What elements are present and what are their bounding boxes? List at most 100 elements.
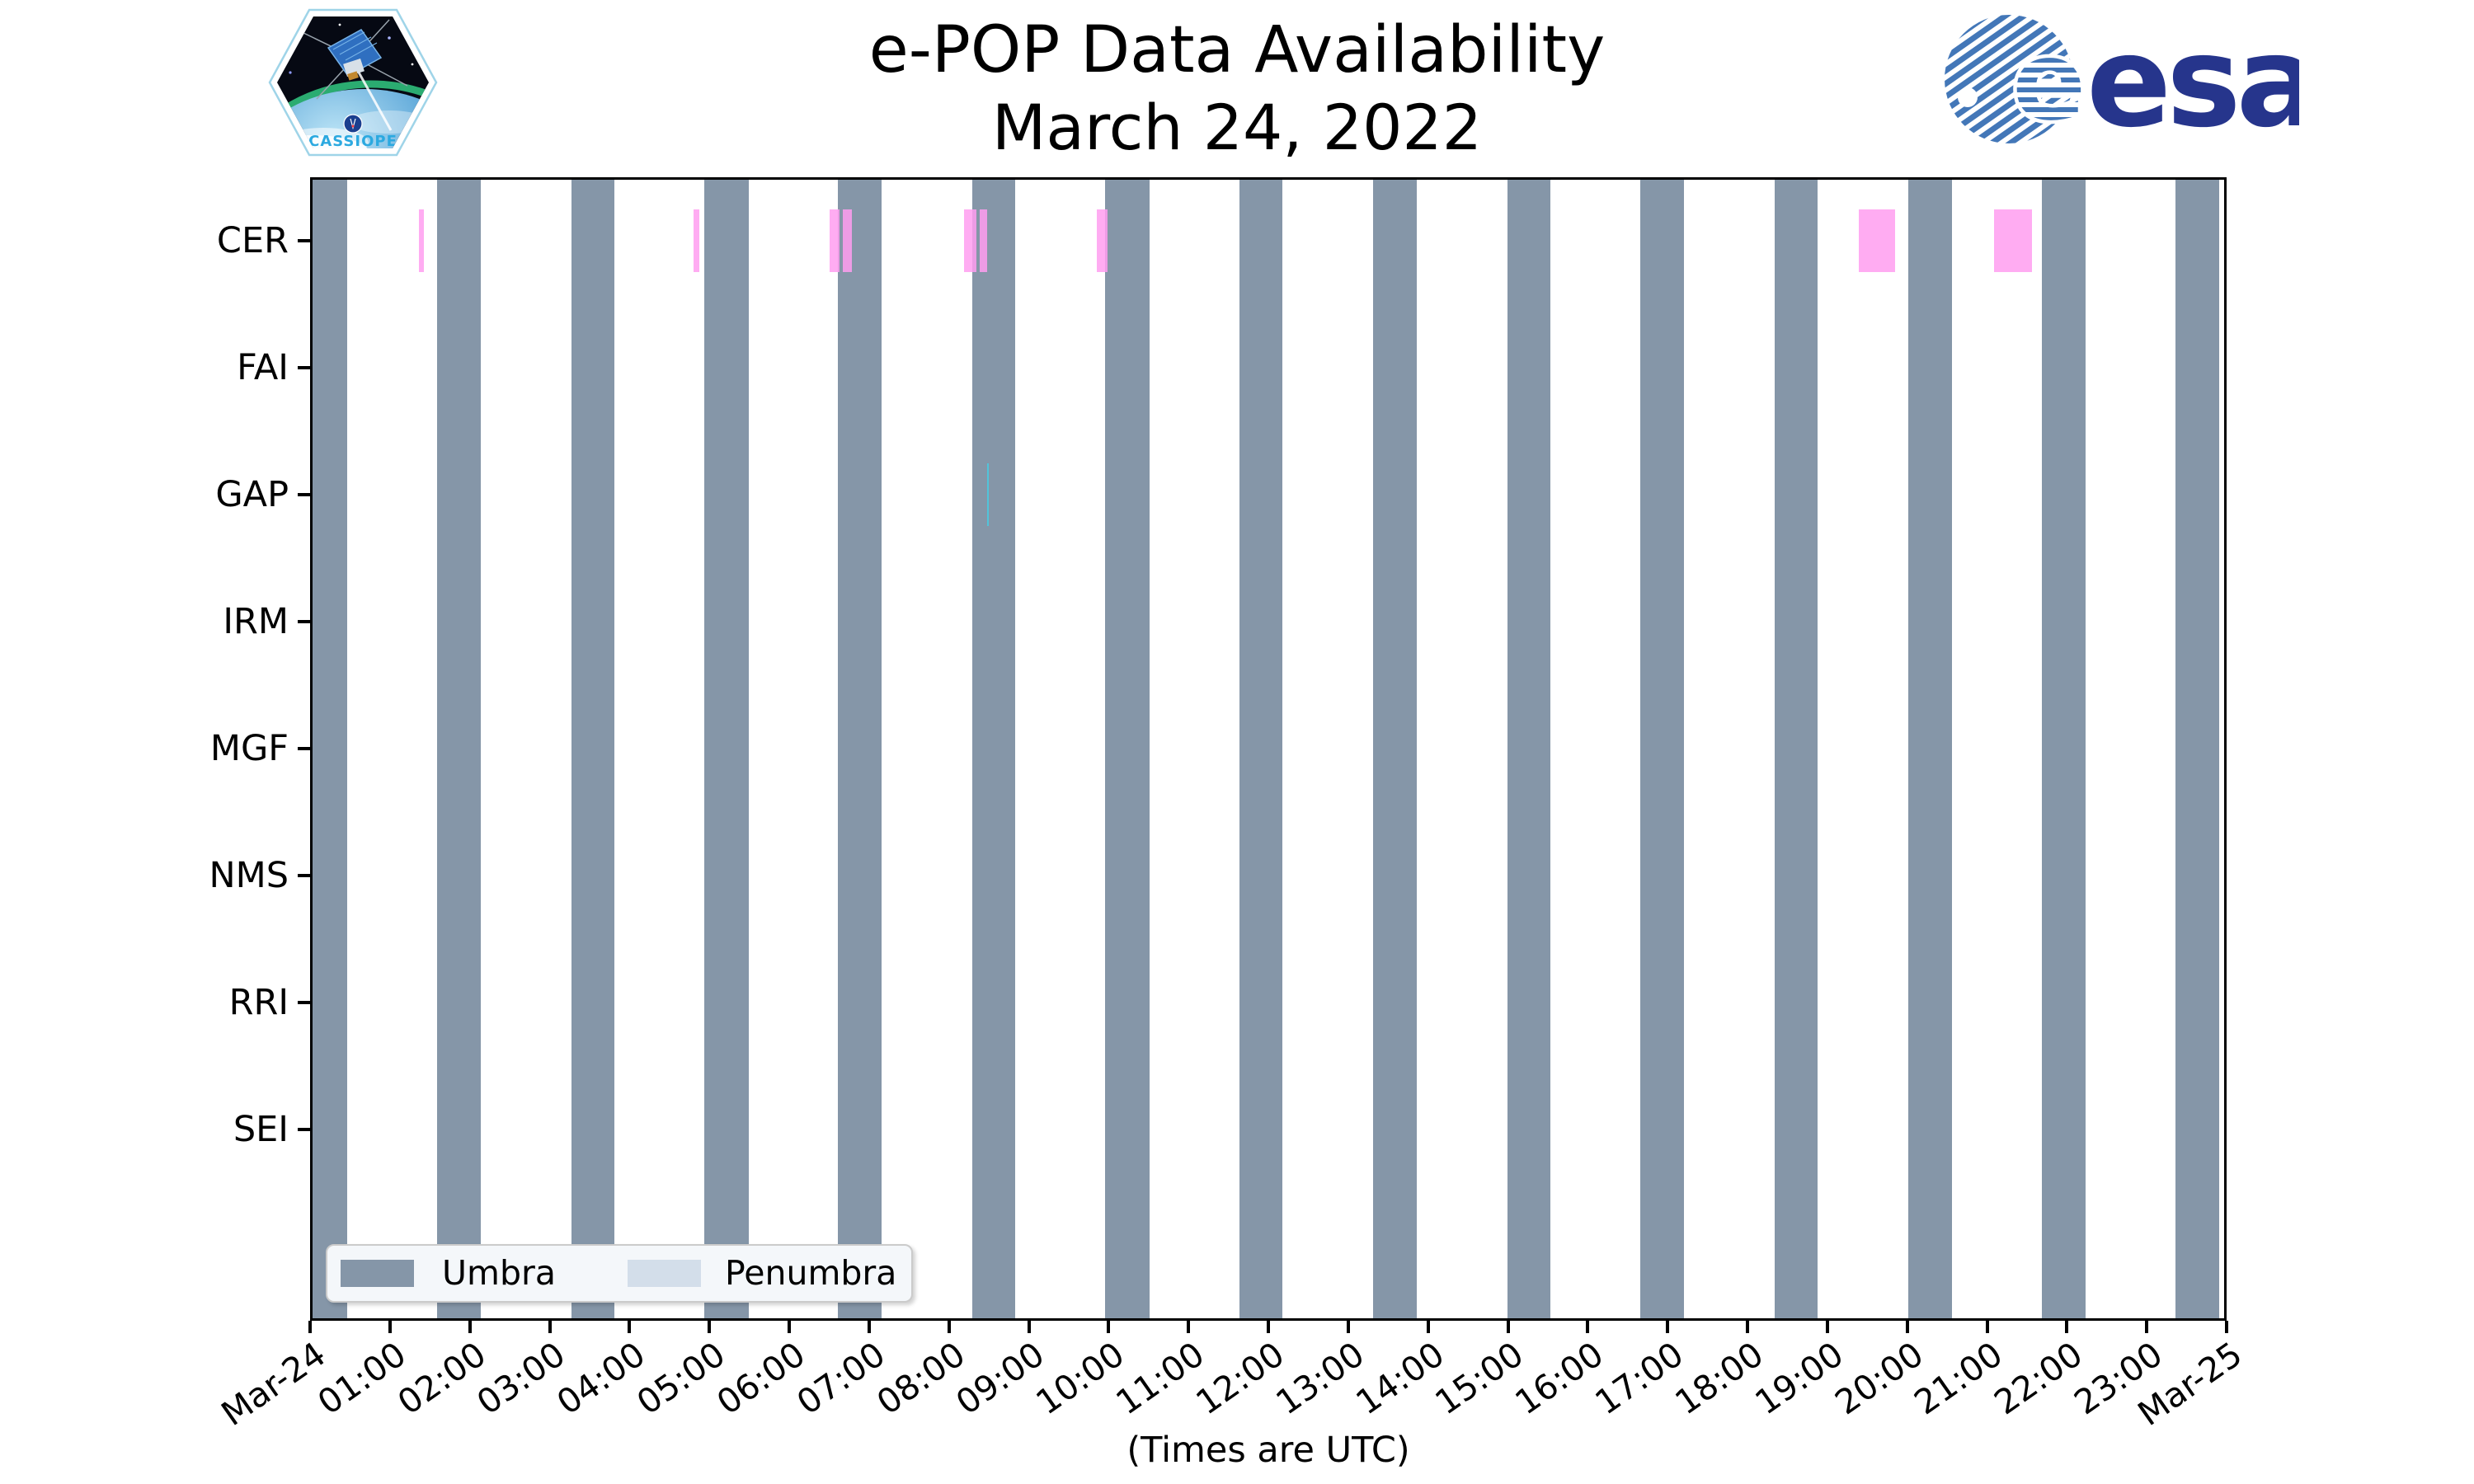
x-tick [548,1321,552,1333]
y-tick [298,366,310,369]
esa-striped-globe [1945,15,2073,143]
umbra-band [1640,177,1685,1321]
x-tick-label: 08:00 [869,1334,972,1423]
umbra-band [1372,177,1418,1321]
umbra-band [2175,177,2220,1321]
x-tick [2065,1321,2069,1333]
x-tick [308,1321,312,1333]
x-tick [867,1321,871,1333]
satellite-illustration [299,19,408,131]
x-tick [468,1321,472,1333]
legend: Umbra Penumbra [326,1244,913,1303]
umbra-legend-swatch [341,1260,414,1287]
instrument-label-mgf: MGF [209,728,289,769]
y-tick [298,239,310,242]
cer-availability-bar [1994,209,2032,272]
esa-e-glyph: e [2012,18,2086,145]
x-tick-label: 17:00 [1587,1334,1691,1423]
umbra-band [1239,177,1283,1321]
umbra-band [571,177,614,1321]
umbra-band [1105,177,1150,1321]
x-tick-label: 02:00 [390,1334,493,1423]
y-tick [298,493,310,496]
esa-logo-text: esa [2086,9,2299,150]
cassiope-badge-label: CASSIOPE [308,133,397,150]
x-tick-label: 10:00 [1028,1334,1132,1423]
x-tick-label: 03:00 [469,1334,573,1423]
x-tick-label: 19:00 [1747,1334,1851,1423]
y-tick [298,1001,310,1004]
y-tick [298,874,310,877]
x-tick [1825,1321,1829,1333]
x-tick [708,1321,712,1333]
x-tick [1666,1321,1670,1333]
x-tick-label: 22:00 [1987,1334,2091,1423]
penumbra-legend-label: Penumbra [725,1253,897,1293]
cer-availability-bar [1096,209,1108,272]
x-tick [1267,1321,1270,1333]
x-tick-label: Mar-24 [214,1334,333,1434]
x-tick-label: 15:00 [1427,1334,1531,1423]
instrument-label-fai: FAI [237,347,289,388]
umbra-band [838,177,882,1321]
x-tick [1905,1321,1909,1333]
instrument-label-nms: NMS [209,855,289,896]
cer-availability-bar [830,209,840,272]
x-tick-label: 11:00 [1108,1334,1211,1423]
chart-title-block: e-POP Data Availability March 24, 2022 [0,12,2474,167]
x-tick [1346,1321,1350,1333]
instrument-label-cer: CER [216,220,289,261]
x-tick [947,1321,951,1333]
x-tick [1586,1321,1590,1333]
y-tick [298,620,310,623]
instrument-label-irm: IRM [223,601,289,642]
cer-availability-bar [693,209,699,272]
x-tick [1107,1321,1111,1333]
penumbra-legend-swatch [628,1260,701,1287]
cer-availability-bar [418,209,425,272]
gap-availability-bar [987,463,990,526]
x-axis-caption: (Times are UTC) [1126,1430,1410,1471]
umbra-band [1774,177,1818,1321]
x-tick-label: 13:00 [1268,1334,1371,1423]
y-tick [298,747,310,750]
x-tick [2145,1321,2149,1333]
x-tick-label: 18:00 [1667,1334,1771,1423]
x-tick [788,1321,791,1333]
x-tick [1506,1321,1510,1333]
instrument-label-gap: GAP [215,474,289,515]
umbra-band [704,177,749,1321]
plot-area [310,177,2227,1321]
x-tick [1985,1321,1989,1333]
x-tick [2225,1321,2228,1333]
x-tick-label: 16:00 [1507,1334,1611,1423]
y-tick [298,1128,310,1131]
cer-availability-bar [1858,209,1896,272]
umbra-band [436,177,482,1321]
x-tick-label: 20:00 [1827,1334,1931,1423]
x-tick [388,1321,392,1333]
x-tick-label: 12:00 [1188,1334,1291,1423]
x-tick [1187,1321,1191,1333]
esa-logo-icon: e esa [1945,9,2299,150]
x-tick-label: 07:00 [789,1334,892,1423]
umbra-band [1907,177,1952,1321]
chart-title: e-POP Data Availability [868,13,1606,87]
cer-availability-bar [842,209,853,272]
cer-availability-bar [980,209,988,272]
x-tick [1426,1321,1430,1333]
x-tick [628,1321,632,1333]
x-tick [1027,1321,1031,1333]
x-tick-label: 01:00 [310,1334,413,1423]
x-tick-label: 21:00 [1907,1334,2011,1423]
umbra-band [2042,177,2086,1321]
instrument-label-rri: RRI [228,982,289,1023]
x-tick-label: 05:00 [629,1334,732,1423]
cer-availability-bar [964,209,976,272]
instrument-label-sei: SEI [233,1109,289,1150]
cassiope-mission-patch-icon: CASSIOPE [268,8,438,157]
x-tick-label: 14:00 [1348,1334,1451,1423]
umbra-legend-label: Umbra [442,1253,556,1293]
x-tick [1746,1321,1749,1333]
